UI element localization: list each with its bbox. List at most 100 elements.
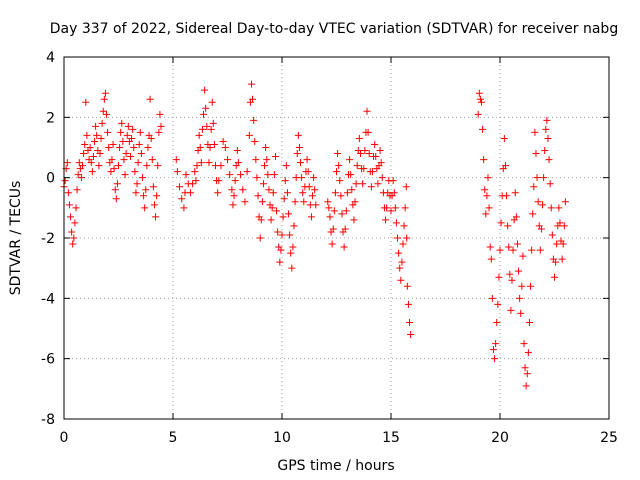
data-point [309,192,317,200]
data-point [520,340,528,348]
data-point [268,204,276,212]
data-point [198,125,206,133]
data-point [329,225,337,233]
data-point [148,156,156,164]
data-point [252,156,260,164]
data-point [343,189,351,197]
data-point [130,144,138,151]
data-point [119,137,127,145]
data-point [239,186,247,194]
data-point [282,162,290,170]
data-point [340,243,348,251]
data-point [262,144,270,151]
data-point [378,174,386,182]
data-point [335,162,343,170]
data-point [234,159,242,167]
data-point [399,240,407,248]
data-point [124,122,132,130]
x-tick-label: 15 [382,430,400,446]
data-point [80,150,88,158]
data-point [528,246,536,254]
data-point [214,189,222,197]
data-point [249,95,257,103]
data-point [108,156,116,164]
data-point [534,198,542,206]
data-point [494,300,502,308]
data-point [143,162,151,170]
data-point [91,137,99,145]
data-point [99,107,107,115]
data-point [516,294,524,302]
data-point [116,144,124,151]
data-point [230,192,238,200]
data-point [352,180,360,188]
data-point [182,171,190,179]
data-point [229,201,237,209]
data-point [395,249,403,257]
data-point [474,110,482,118]
data-point [283,189,291,197]
data-point [154,162,162,170]
data-point [406,318,414,326]
data-point [70,234,78,242]
data-point [288,264,296,272]
data-point [389,177,397,185]
data-point [497,219,505,227]
data-point [265,186,273,194]
data-point [383,204,391,212]
data-point [156,110,164,118]
data-point [561,198,569,206]
data-point [87,159,95,167]
y-tick-label: -4 [41,291,55,307]
data-point [196,144,204,151]
data-point [544,134,552,142]
data-point [153,192,161,200]
data-point [61,177,69,185]
data-point [122,150,130,158]
data-point [63,159,71,167]
y-tick-label: -2 [41,231,55,247]
data-point [532,150,540,158]
data-point [195,131,203,139]
data-points [60,80,569,390]
data-point [515,267,523,275]
data-point [407,331,415,339]
data-point [331,189,339,197]
data-point [137,150,145,158]
data-point [299,189,307,197]
data-point [492,340,500,348]
data-point [548,231,556,239]
y-axis-label: SDTVAR / TECUs [8,181,24,296]
data-point [197,159,205,167]
data-point [504,222,512,230]
data-point [347,171,355,179]
y-tick-label: 0 [46,171,55,187]
data-point [558,255,566,263]
data-point [180,204,188,212]
data-point [83,131,91,139]
data-point [403,234,411,242]
data-point [82,98,90,106]
data-point [250,116,258,124]
data-point [206,144,214,151]
data-point [73,186,81,194]
data-point [367,183,375,191]
data-point [361,147,369,155]
data-point [228,186,236,194]
data-point [101,89,109,97]
axis-ticks [63,56,610,420]
data-point [271,153,279,161]
data-point [96,150,104,158]
data-point [394,234,402,242]
data-point [559,240,567,248]
data-point [377,159,385,167]
data-point [529,210,537,218]
data-point [553,240,561,248]
data-point [506,270,514,278]
data-point [261,162,269,170]
data-point [484,174,492,182]
data-point [290,222,298,230]
data-point [75,159,83,167]
data-point [147,134,155,142]
data-point [486,243,494,251]
